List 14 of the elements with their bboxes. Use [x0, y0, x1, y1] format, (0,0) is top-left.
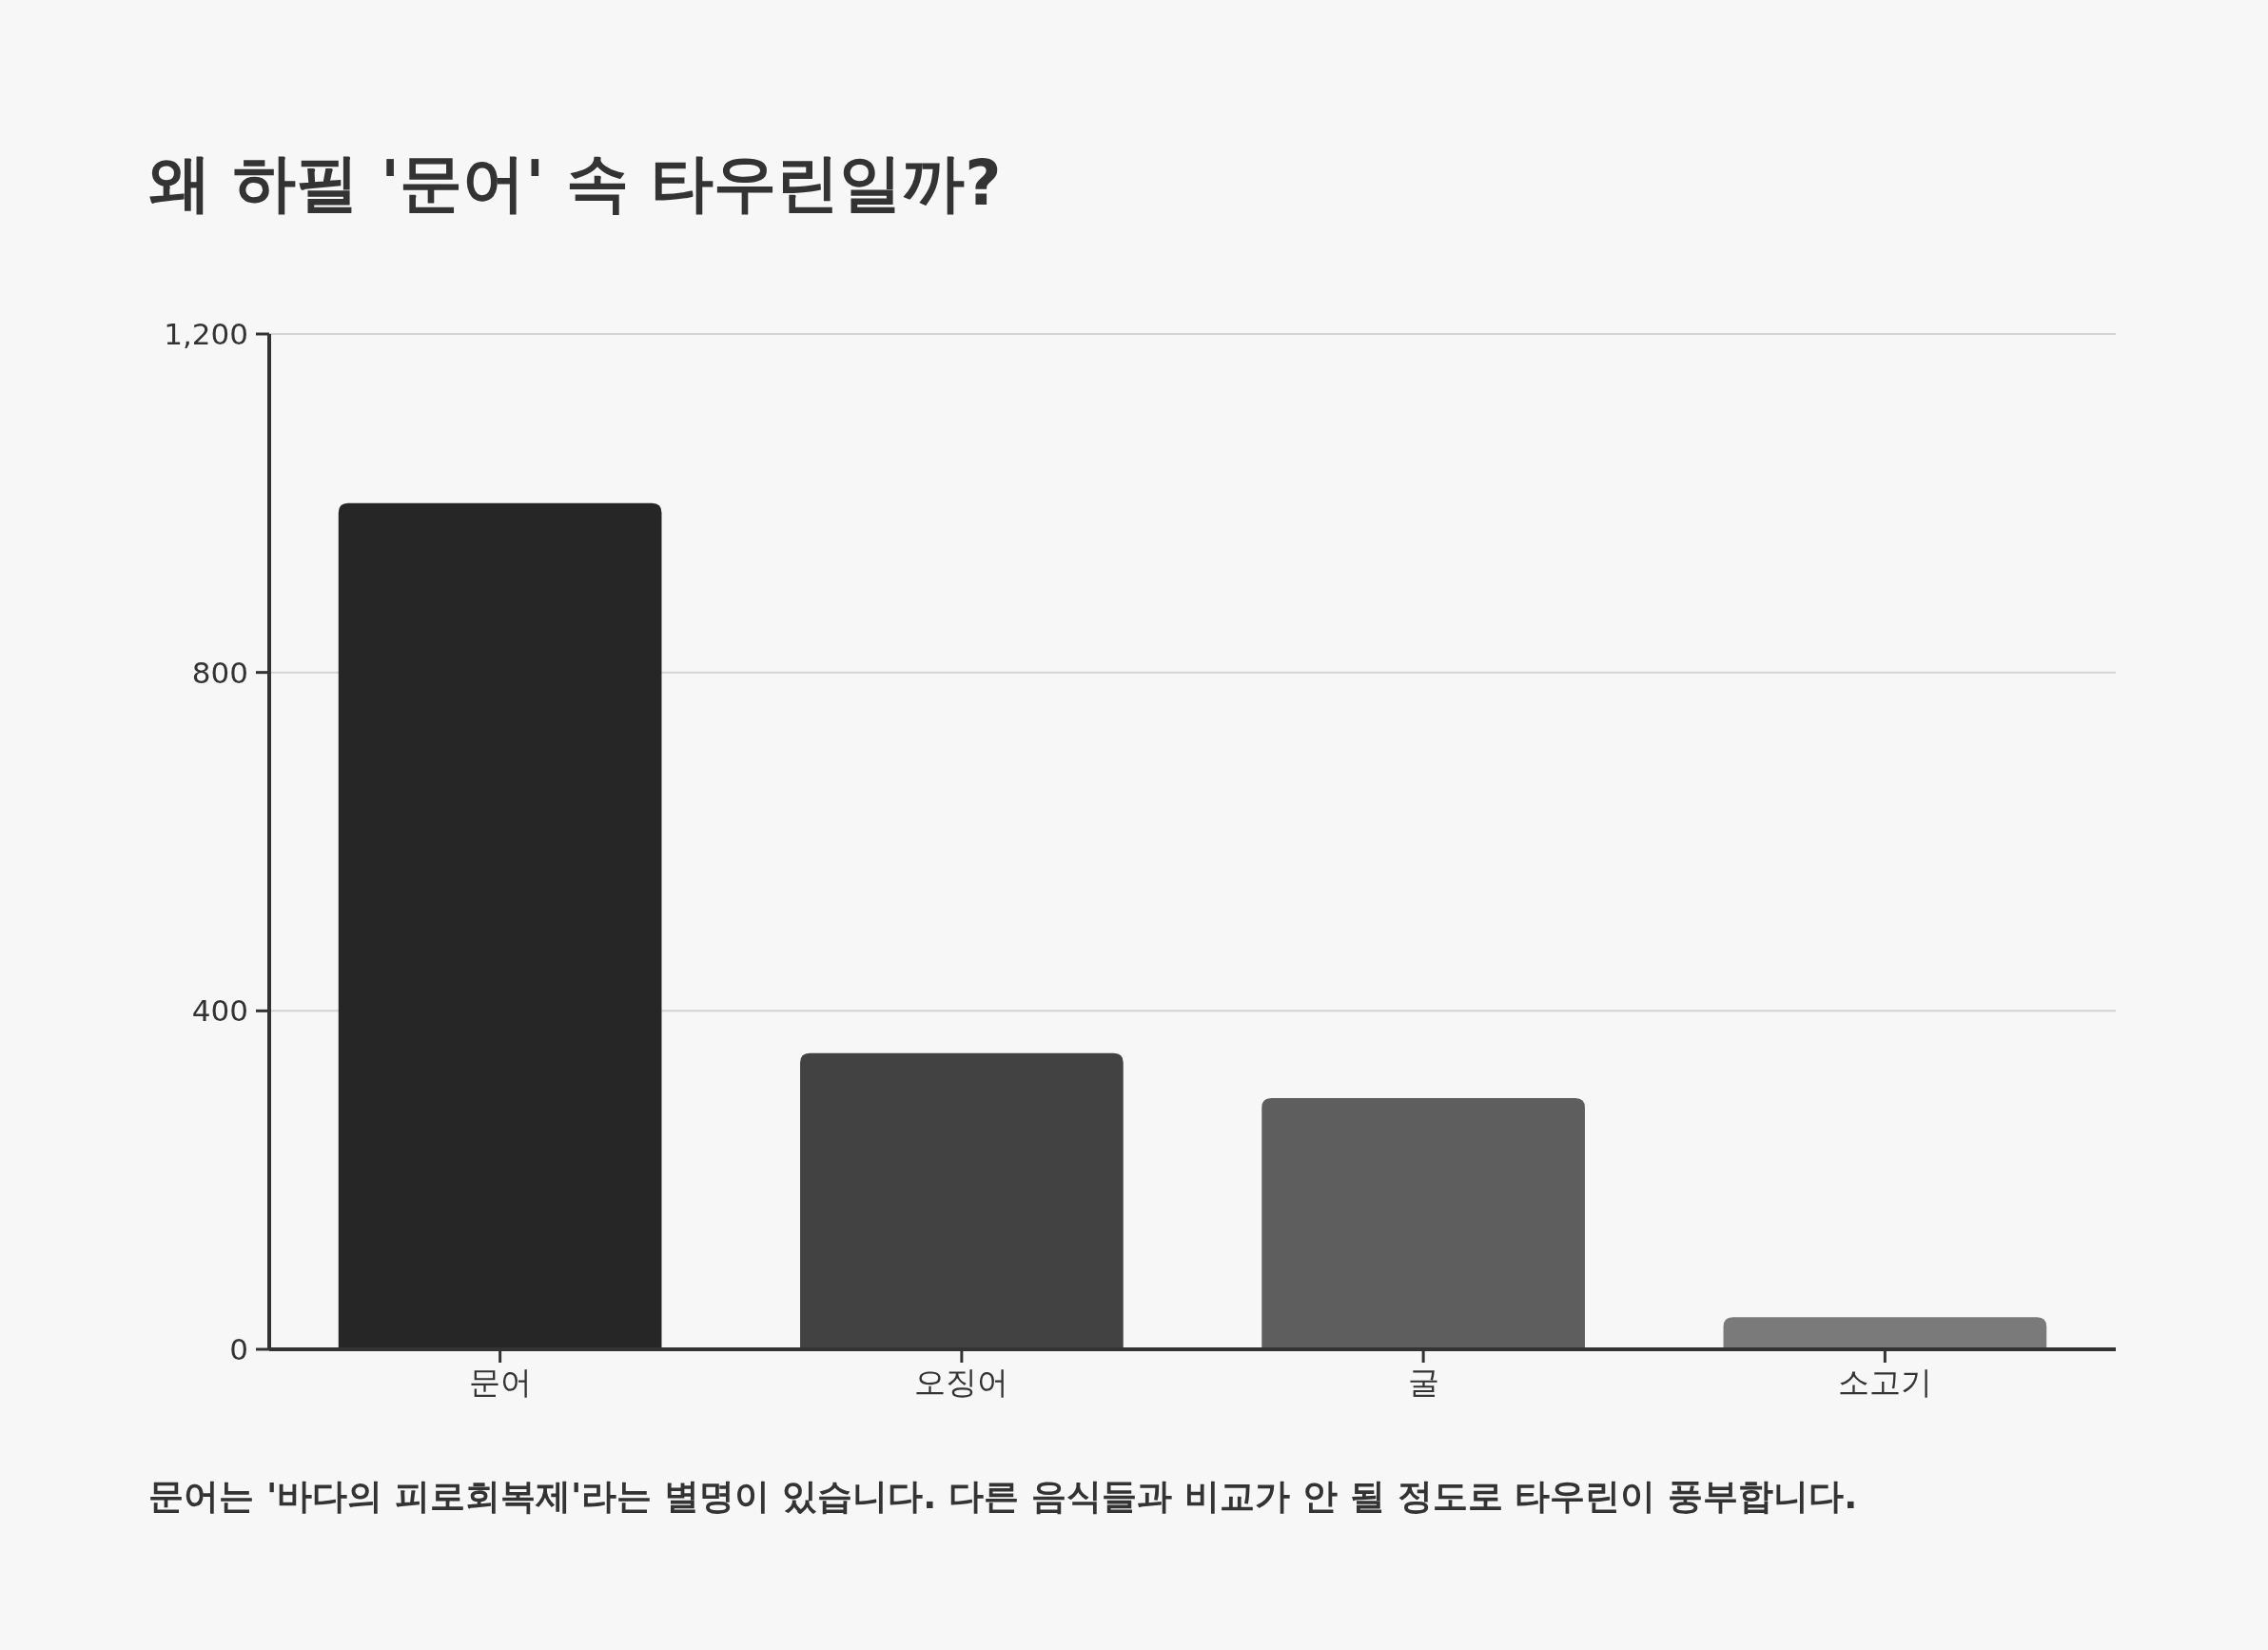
x-tick-label: 문어 — [468, 1364, 532, 1401]
bar — [1723, 1317, 2047, 1349]
x-tick-label: 소고기 — [1837, 1364, 1932, 1401]
y-tick-label: 1,200 — [164, 317, 248, 351]
y-tick-label: 400 — [191, 993, 248, 1029]
bar — [338, 502, 662, 1349]
bar — [1261, 1097, 1585, 1349]
chart-title: 왜 하필 '문어' 속 타우린일까? — [148, 147, 1002, 220]
y-tick-label: 800 — [191, 655, 248, 690]
x-tick-label: 오징어 — [914, 1364, 1009, 1401]
bar — [800, 1052, 1124, 1349]
text: 문어는 '바다의 피로회복제'라는 별명이 있습니다. 다른 음식들과 비교가 안 될 정도로 타우린이 풍부합니다. — [148, 1476, 1858, 1517]
x-tick-label: 굴 — [1407, 1364, 1439, 1401]
y-tick-label: 0 — [229, 1332, 248, 1366]
